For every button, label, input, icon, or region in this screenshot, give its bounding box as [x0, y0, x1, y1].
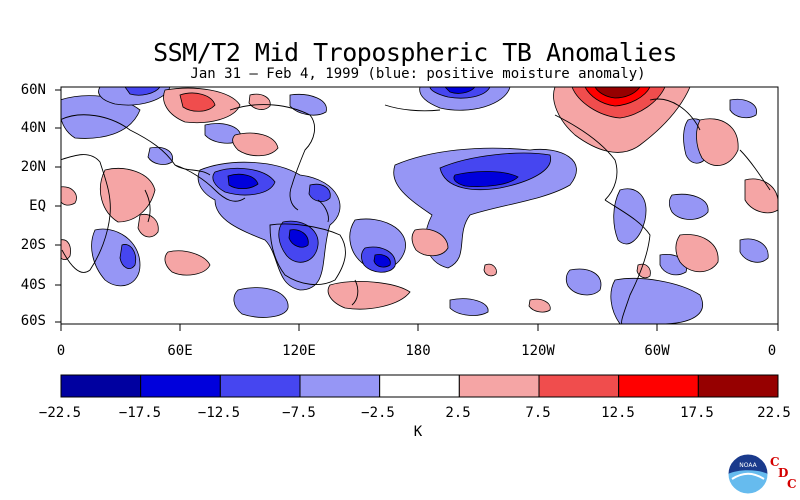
anomaly-region	[744, 178, 778, 214]
lon-ticks	[60, 324, 779, 331]
anomaly-region	[61, 186, 77, 206]
colorbar-swatch	[60, 374, 142, 398]
colorbar-swatch	[618, 374, 699, 398]
colorbar-level-label: 7.5	[525, 405, 551, 421]
anomaly-region	[449, 298, 489, 316]
lon-label: 0	[56, 343, 66, 359]
anomaly-region	[233, 287, 289, 318]
lat-label: 40S	[20, 277, 46, 293]
lat-label: 60S	[20, 313, 46, 329]
anomaly-region	[232, 132, 279, 157]
map-title: SSM/T2 Mid Tropospheric TB Anomalies	[153, 38, 677, 67]
lon-label: 0	[767, 343, 777, 359]
anomaly-region	[179, 92, 216, 112]
anomaly-region	[308, 183, 331, 202]
anomaly-region	[739, 238, 769, 263]
anomaly-region	[327, 281, 411, 310]
colorbar-swatch	[458, 374, 540, 398]
anomaly-region	[565, 268, 602, 296]
colorbar-level-label: 2.5	[445, 405, 471, 421]
anomaly-region	[137, 213, 159, 238]
anomaly-region	[288, 229, 309, 248]
anomaly-region	[594, 87, 641, 99]
colorbar-level-label: −12.5	[197, 405, 241, 421]
lon-label: 60W	[644, 343, 670, 359]
colorbar-level-label: 17.5	[680, 405, 714, 421]
anomaly-region	[528, 298, 551, 313]
lat-label: 20S	[20, 237, 46, 253]
anomaly-region	[227, 173, 259, 190]
cdc-letter: C	[787, 477, 797, 491]
colorbar-level-label: 12.5	[601, 405, 635, 421]
anomaly-region	[289, 93, 327, 116]
anomaly-region	[610, 277, 703, 324]
lat-label: 40N	[20, 120, 46, 136]
coastlines	[61, 98, 771, 324]
colorbar-swatch	[299, 374, 381, 398]
anomaly-region	[147, 146, 173, 165]
lat-label: 20N	[20, 159, 46, 175]
noaa-logo-text: NOAA	[739, 462, 757, 469]
lat-label: EQ	[29, 198, 46, 214]
anomaly-region	[483, 263, 497, 277]
anomaly-region	[411, 228, 449, 257]
colorbar-swatch	[140, 374, 221, 398]
anomaly-region	[119, 244, 137, 269]
anomaly-region	[636, 263, 651, 279]
colorbar-level-label: −17.5	[118, 405, 162, 421]
anomaly-field	[61, 87, 778, 324]
colorbar-swatch	[697, 374, 779, 398]
anomaly-region	[99, 168, 156, 223]
anomaly-region	[164, 250, 211, 276]
lon-label: 120E	[282, 343, 316, 359]
colorbar-level-label: 22.5	[757, 405, 791, 421]
colorbar-level-label: −22.5	[38, 405, 82, 421]
lat-label: 60N	[20, 82, 46, 98]
anomaly-region	[453, 171, 519, 187]
cdc-letter: C	[770, 455, 780, 469]
colorbar-level-label: −2.5	[361, 405, 395, 421]
map-subtitle: Jan 31 – Feb 4, 1999 (blue: positive moi…	[190, 66, 646, 82]
anomaly-region	[668, 193, 709, 220]
colorbar-swatch	[219, 374, 301, 398]
anomaly-region	[373, 254, 391, 268]
lon-label: 60E	[167, 343, 193, 359]
lon-label: 120W	[521, 343, 555, 359]
anomaly-region	[729, 98, 758, 119]
colorbar-unit: K	[413, 424, 423, 440]
colorbar-level-label: −7.5	[282, 405, 316, 421]
anomaly-region	[61, 239, 71, 260]
lon-label: 180	[405, 343, 431, 359]
cdc-letter: D	[778, 466, 789, 480]
noaa-logo: NOAA	[727, 453, 769, 495]
colorbar-swatch	[538, 374, 620, 398]
anomaly-region	[248, 93, 271, 110]
anomaly-region	[696, 118, 739, 166]
anomaly-region	[675, 234, 719, 273]
colorbar	[60, 374, 779, 398]
colorbar-swatch	[379, 374, 460, 398]
lat-ticks	[55, 89, 61, 323]
